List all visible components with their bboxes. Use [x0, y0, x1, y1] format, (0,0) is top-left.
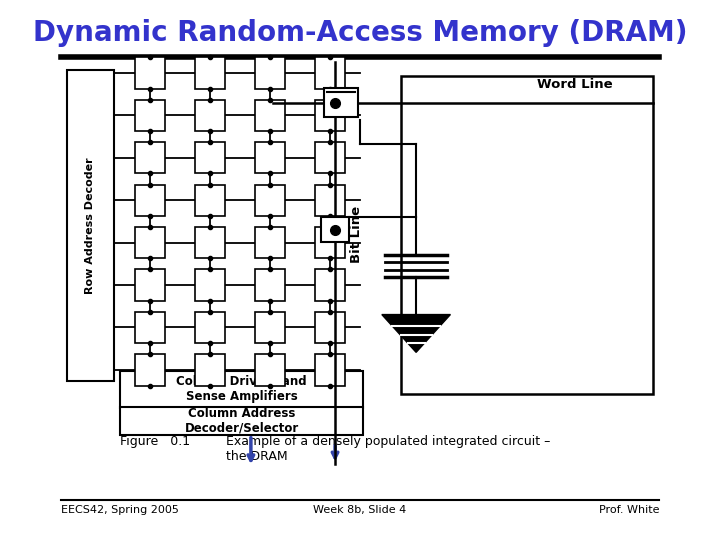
- Text: EECS42, Spring 2005: EECS42, Spring 2005: [60, 505, 179, 515]
- Bar: [255, 185, 285, 216]
- Text: Prof. White: Prof. White: [599, 505, 660, 515]
- Text: Column Address
Decoder/Selector: Column Address Decoder/Selector: [184, 407, 299, 435]
- Bar: [315, 100, 345, 131]
- Bar: [120, 371, 363, 408]
- Text: Bit Line: Bit Line: [351, 206, 364, 264]
- Bar: [315, 142, 345, 173]
- Bar: [255, 227, 285, 258]
- Bar: [135, 185, 165, 216]
- Bar: [195, 142, 225, 173]
- Bar: [315, 185, 345, 216]
- Bar: [315, 227, 345, 258]
- Bar: [315, 57, 345, 89]
- Bar: [315, 312, 345, 343]
- Bar: [315, 269, 345, 301]
- Bar: [255, 312, 285, 343]
- Bar: [321, 217, 349, 241]
- Bar: [195, 57, 225, 89]
- Text: Word Line: Word Line: [537, 78, 613, 91]
- Text: Week 8b, Slide 4: Week 8b, Slide 4: [313, 505, 407, 515]
- Text: Column Drivers and
Sense Amplifiers: Column Drivers and Sense Amplifiers: [176, 375, 307, 403]
- Bar: [135, 142, 165, 173]
- Bar: [135, 312, 165, 343]
- Text: Example of a densely populated integrated circuit –
the DRAM: Example of a densely populated integrate…: [226, 435, 550, 463]
- Bar: [255, 142, 285, 173]
- Bar: [135, 269, 165, 301]
- Bar: [195, 227, 225, 258]
- Bar: [135, 354, 165, 386]
- Bar: [324, 87, 359, 117]
- Text: Row Address Decoder: Row Address Decoder: [86, 157, 95, 294]
- Bar: [255, 269, 285, 301]
- Bar: [255, 100, 285, 131]
- Bar: [195, 354, 225, 386]
- Bar: [195, 100, 225, 131]
- Bar: [195, 312, 225, 343]
- Bar: [195, 269, 225, 301]
- Bar: [315, 354, 345, 386]
- Text: Figure   0.1: Figure 0.1: [120, 435, 190, 448]
- Bar: [135, 57, 165, 89]
- Bar: [135, 100, 165, 131]
- Bar: [400, 76, 653, 394]
- Polygon shape: [382, 315, 451, 353]
- Bar: [120, 407, 363, 435]
- Text: Dynamic Random-Access Memory (DRAM): Dynamic Random-Access Memory (DRAM): [32, 19, 688, 47]
- Bar: [67, 70, 114, 381]
- Bar: [255, 57, 285, 89]
- Bar: [195, 185, 225, 216]
- Bar: [135, 227, 165, 258]
- Bar: [255, 354, 285, 386]
